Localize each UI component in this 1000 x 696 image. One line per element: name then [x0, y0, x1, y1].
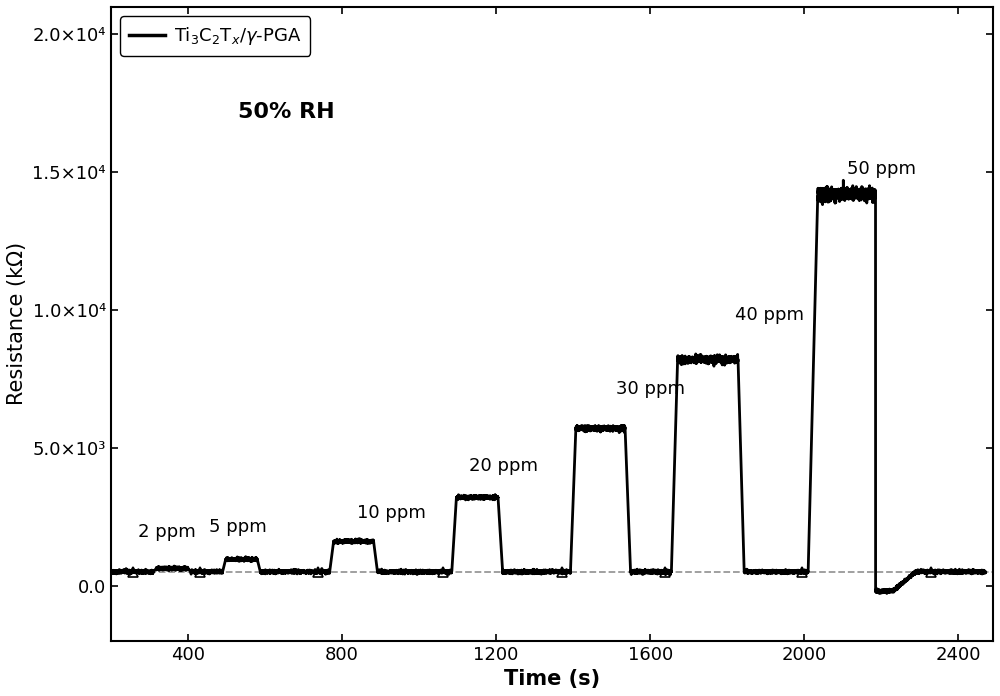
Text: 40 ppm: 40 ppm — [735, 306, 804, 324]
Y-axis label: Resistance (kΩ): Resistance (kΩ) — [7, 242, 27, 405]
Text: 2 ppm: 2 ppm — [138, 523, 196, 541]
Text: 10 ppm: 10 ppm — [357, 504, 426, 522]
Text: 50% RH: 50% RH — [238, 102, 335, 122]
Text: 5 ppm: 5 ppm — [209, 518, 267, 536]
Text: 50 ppm: 50 ppm — [847, 160, 916, 177]
Legend: Ti$_3$C$_2$T$_x$/$\gamma$-PGA: Ti$_3$C$_2$T$_x$/$\gamma$-PGA — [120, 16, 310, 56]
Text: 20 ppm: 20 ppm — [469, 457, 538, 475]
Text: 30 ppm: 30 ppm — [616, 380, 685, 398]
X-axis label: Time (s): Time (s) — [504, 669, 600, 689]
